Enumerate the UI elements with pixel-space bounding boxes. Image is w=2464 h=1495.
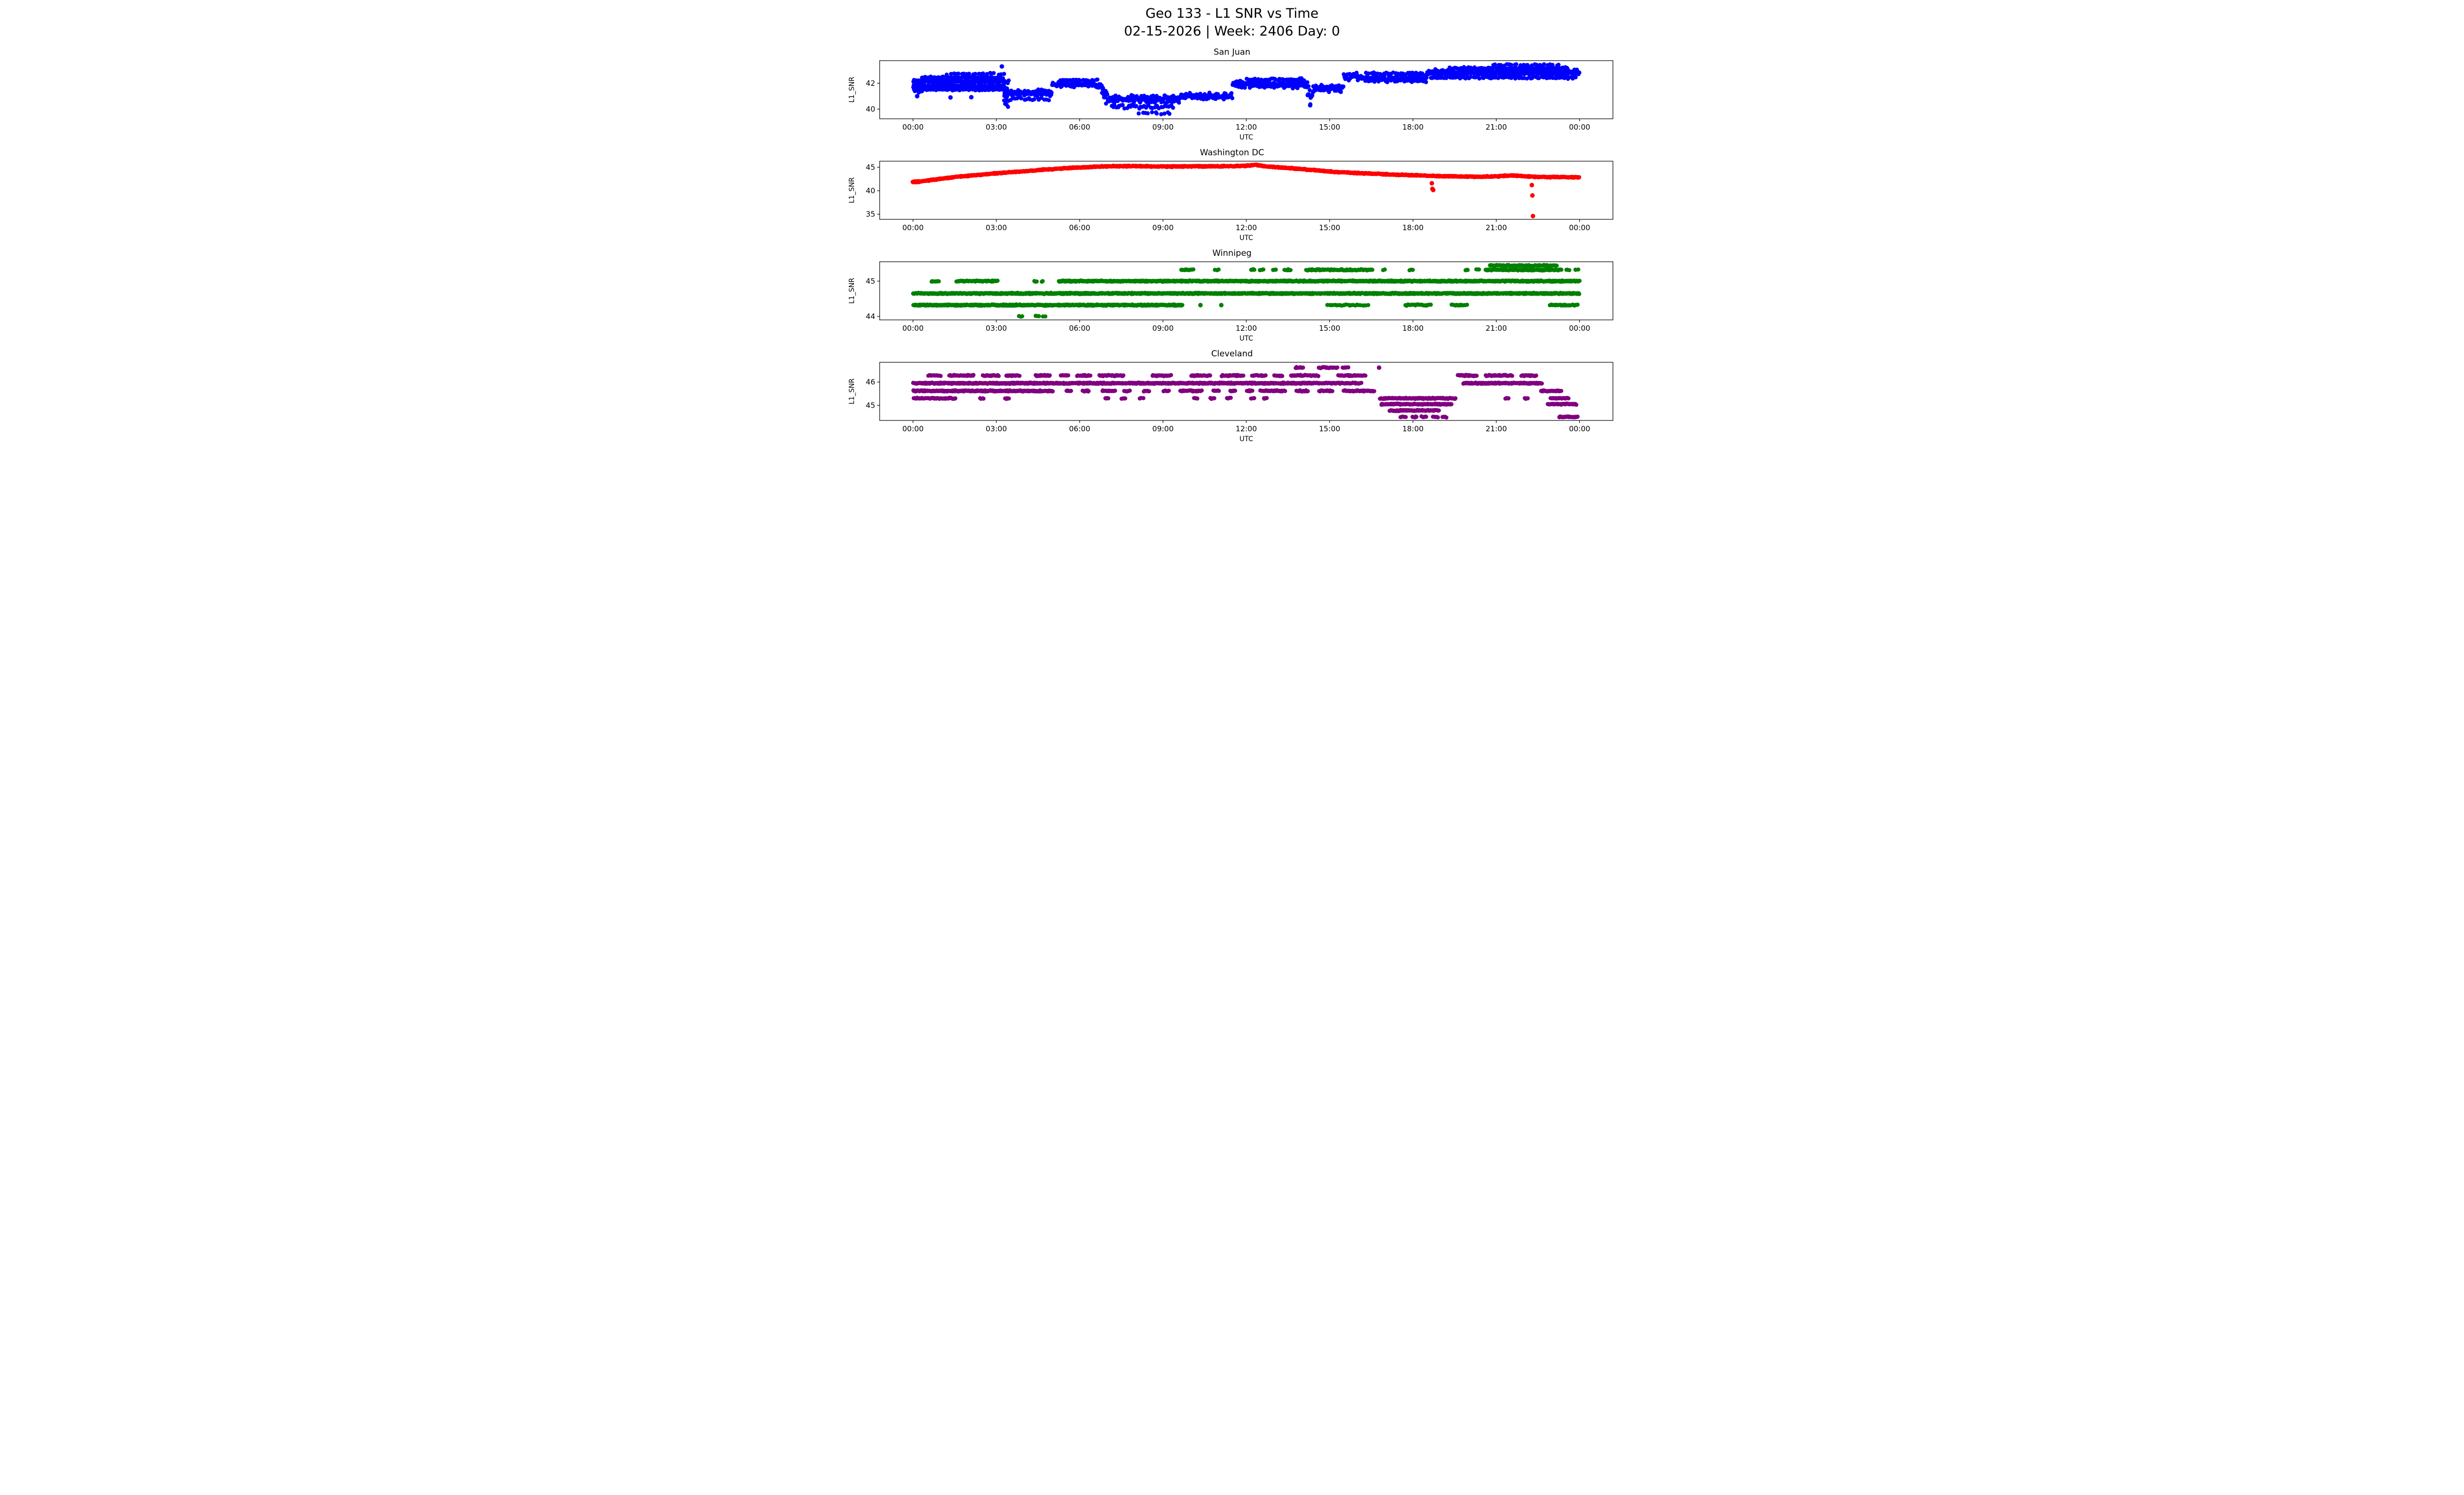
scatter-points-canvas: [846, 158, 1618, 242]
x-tick-label: 03:00: [986, 123, 1007, 132]
y-tick-label: 35: [866, 210, 875, 219]
x-tick-label: 03:00: [986, 223, 1007, 232]
y-tick-label: 45: [866, 163, 875, 172]
y-axis-label: L1_SNR: [848, 77, 856, 103]
y-axis-label: L1_SNR: [848, 379, 856, 405]
x-tick-label: 09:00: [1152, 324, 1173, 333]
x-tick-label: 15:00: [1319, 324, 1340, 333]
x-tick-label: 00:00: [1569, 123, 1590, 132]
x-tick-label: 06:00: [1069, 324, 1090, 333]
x-tick-label: 00:00: [902, 424, 924, 433]
plot-area-winnipeg: 00:00 03:00 06:00 09:00 12:00 15:00 18:00 21:00…: [846, 259, 1618, 342]
axes-spine: [879, 362, 1613, 421]
x-tick-label: 12:00: [1235, 324, 1257, 333]
subplot-title-cleveland: Cleveland: [1211, 349, 1253, 359]
x-tick-label: 00:00: [902, 324, 924, 333]
y-axis-label: L1_SNR: [848, 278, 856, 304]
x-tick-label: 00:00: [1569, 223, 1590, 232]
y-tick-label: 40: [866, 105, 875, 114]
axes-spine: [879, 60, 1613, 119]
figure-title: Geo 133 - L1 SNR vs Time 02-15-2026 | We…: [846, 5, 1618, 40]
axes-spine: [879, 261, 1613, 320]
subplot-san-juan: San Juan 00:00 03:00 06:00 09:00 12:00 15:00 1…: [846, 47, 1618, 141]
y-tick-label: 45: [866, 277, 875, 286]
x-tick-label: 18:00: [1403, 223, 1424, 232]
x-tick-label: 18:00: [1403, 324, 1424, 333]
axes-svg: 00:00 03:00 06:00 09:00 12:00 15:00 18:00 21:00…: [848, 362, 1613, 442]
x-tick-label: 12:00: [1235, 223, 1257, 232]
x-axis-label: UTC: [1239, 435, 1253, 442]
subplot-title-washington-dc: Washington DC: [1199, 148, 1265, 158]
figure-title-line1: Geo 133 - L1 SNR vs Time: [1145, 6, 1319, 21]
x-tick-label: 21:00: [1486, 123, 1507, 132]
x-tick-label: 21:00: [1486, 223, 1507, 232]
subplot-title-san-juan: San Juan: [1213, 47, 1251, 58]
x-axis-label: UTC: [1239, 234, 1253, 241]
figure-title-line2: 02-15-2026 | Week: 2406 Day: 0: [1124, 23, 1340, 39]
y-tick-label: 45: [866, 401, 875, 410]
y-tick-label: 44: [866, 312, 875, 321]
plot-area-san-juan: 00:00 03:00 06:00 09:00 12:00 15:00 18:00 21:00…: [846, 58, 1618, 141]
x-tick-label: 18:00: [1403, 424, 1424, 433]
x-tick-label: 00:00: [902, 223, 924, 232]
x-tick-label: 09:00: [1152, 223, 1173, 232]
x-axis-label: UTC: [1239, 134, 1253, 140]
x-tick-label: 21:00: [1486, 324, 1507, 333]
x-tick-label: 21:00: [1486, 424, 1507, 433]
axes-spine: [879, 161, 1613, 220]
x-tick-label: 00:00: [902, 123, 924, 132]
x-tick-label: 03:00: [986, 324, 1007, 333]
figure: Geo 133 - L1 SNR vs Time 02-15-2026 | We…: [846, 0, 1618, 443]
x-tick-label: 09:00: [1152, 424, 1173, 433]
axes-svg: 00:00 03:00 06:00 09:00 12:00 15:00 18:00 21:00…: [848, 60, 1613, 140]
axes-svg: 00:00 03:00 06:00 09:00 12:00 15:00 18:00 21:00…: [848, 161, 1613, 241]
subplot-title-winnipeg: Winnipeg: [1212, 248, 1252, 259]
x-tick-label: 18:00: [1403, 123, 1424, 132]
x-tick-label: 12:00: [1235, 424, 1257, 433]
x-tick-label: 15:00: [1319, 123, 1340, 132]
scatter-points-canvas: [846, 58, 1618, 141]
x-tick-label: 09:00: [1152, 123, 1173, 132]
plot-area-cleveland: 00:00 03:00 06:00 09:00 12:00 15:00 18:00 21:00…: [846, 359, 1618, 443]
subplot-winnipeg: Winnipeg 00:00 03:00 06:00 09:00 12:00 15:00 1…: [846, 248, 1618, 342]
y-tick-label: 46: [866, 378, 875, 386]
y-tick-label: 42: [866, 79, 875, 88]
scatter-points-canvas: [846, 259, 1618, 342]
scatter-points-canvas: [846, 359, 1618, 443]
x-tick-label: 06:00: [1069, 223, 1090, 232]
x-tick-label: 06:00: [1069, 424, 1090, 433]
y-tick-label: 40: [866, 186, 875, 195]
y-axis-label: L1_SNR: [848, 177, 856, 204]
subplot-washington-dc: Washington DC 00:00 03:00 06:00 09:00 12:00 1…: [846, 147, 1618, 242]
plot-area-washington-dc: 00:00 03:00 06:00 09:00 12:00 15:00 18:00 21:00…: [846, 158, 1618, 242]
axes-svg: 00:00 03:00 06:00 09:00 12:00 15:00 18:00 21:00…: [848, 261, 1613, 342]
x-tick-label: 00:00: [1569, 424, 1590, 433]
x-tick-label: 15:00: [1319, 424, 1340, 433]
x-tick-label: 12:00: [1235, 123, 1257, 132]
x-tick-label: 15:00: [1319, 223, 1340, 232]
x-tick-label: 03:00: [986, 424, 1007, 433]
x-axis-label: UTC: [1239, 335, 1253, 342]
x-tick-label: 06:00: [1069, 123, 1090, 132]
subplot-cleveland: Cleveland 00:00 03:00 06:00 09:00 12:00 15:00…: [846, 348, 1618, 443]
x-tick-label: 00:00: [1569, 324, 1590, 333]
